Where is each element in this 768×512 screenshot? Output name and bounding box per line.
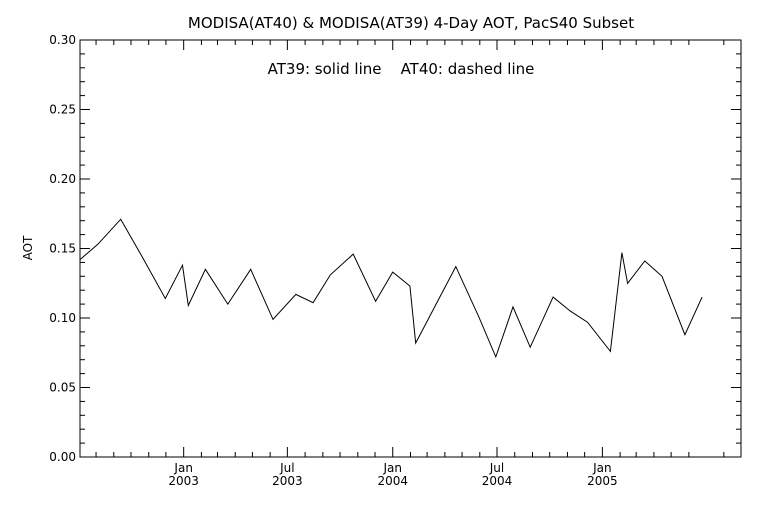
y-axis-label: AOT: [21, 235, 35, 260]
y-tick-label: 0.30: [49, 33, 76, 47]
y-tick-label: 0.15: [49, 242, 76, 256]
y-tick-label: 0.25: [49, 103, 76, 117]
x-tick-year-label: 2005: [587, 474, 618, 488]
x-tick-month-label: Jan: [592, 461, 612, 475]
series-annotation: AT39: solid line AT40: dashed line: [268, 60, 535, 78]
y-tick-label: 0.10: [49, 311, 76, 325]
y-tick-label: 0.05: [49, 381, 76, 395]
x-tick-month-label: Jan: [382, 461, 402, 475]
chart-title: MODISA(AT40) & MODISA(AT39) 4-Day AOT, P…: [188, 14, 634, 32]
x-tick-month-label: Jan: [173, 461, 193, 475]
x-tick-month-label: Jul: [489, 461, 504, 475]
series-line-at39: [79, 218, 703, 359]
x-tick-year-label: 2004: [482, 474, 513, 488]
x-tick-month-label: Jul: [279, 461, 294, 475]
x-tick-year-label: 2003: [168, 474, 199, 488]
y-axis: 0.00 0.05 0.10 0.15 0.20 0.25 0.30: [49, 33, 741, 464]
y-tick-label: 0.00: [49, 450, 76, 464]
y-tick-label: 0.20: [49, 172, 76, 186]
series-layer: [79, 218, 703, 359]
x-tick-year-label: 2004: [377, 474, 408, 488]
x-tick-year-label: 2003: [272, 474, 303, 488]
plot-frame: [79, 39, 742, 458]
